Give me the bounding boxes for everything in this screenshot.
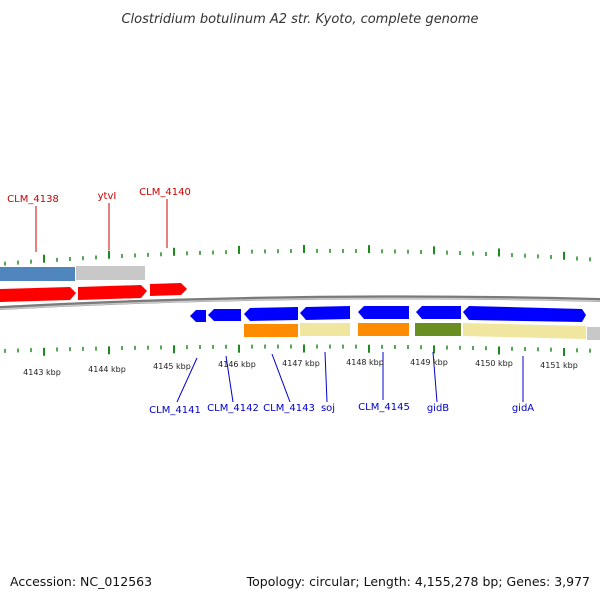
kbp-label: 4148 kbp [346,358,384,367]
kbp-label: 4150 kbp [475,359,513,368]
tick-row-bottom [4,344,591,356]
forward-cds-arrow[interactable] [150,283,187,296]
gene-label-clm4143[interactable]: CLM_4143 [263,403,315,414]
genome-backbone [0,295,600,310]
feature-bar-grey [76,266,145,280]
kbp-label: 4149 kbp [410,358,448,367]
genome-backbone-highlight [0,297,600,310]
accession-text: Accession: NC_012563 [10,574,153,589]
gene-label-gida[interactable]: gidA [512,403,534,414]
gene-leader-line [324,351,328,403]
gene-label-clm4140[interactable]: CLM_4140 [139,187,191,198]
kbp-label: 4146 kbp [218,360,256,369]
feature-bar-steelblue [0,267,75,281]
feature-bar-khaki [463,323,586,339]
gene-label-gidb[interactable]: gidB [427,403,449,414]
gene-label-clm4141[interactable]: CLM_4141 [149,405,201,416]
tick-row-top [4,244,591,266]
gene-leader-line [271,353,291,403]
forward-cds-arrow[interactable] [78,285,147,300]
kbp-label: 4144 kbp [88,365,126,374]
reverse-cds-arrow[interactable] [463,306,586,322]
kbp-scale-labels: 4143 kbp 4144 kbp 4145 kbp 4146 kbp 4147… [23,358,578,377]
gene-label-clm4145[interactable]: CLM_4145 [358,402,410,413]
gene-label-group-bottom: CLM_4141 CLM_4142 CLM_4143 soj CLM_4145 … [149,351,534,416]
reverse-cds-arrow[interactable] [358,306,409,319]
map-title: Clostridium botulinum A2 str. Kyoto, com… [121,12,478,27]
feature-bar-grey [587,327,600,340]
kbp-label: 4151 kbp [540,361,578,370]
gene-leader-line [225,355,234,403]
reverse-cds-arrow[interactable] [300,306,350,320]
reverse-cds-arrow[interactable] [208,309,241,321]
reverse-cds-arrow[interactable] [244,307,298,321]
gene-label-clm4138[interactable]: CLM_4138 [7,194,59,205]
gene-label-ytvi[interactable]: ytvI [98,191,117,202]
genome-summary-text: Topology: circular; Length: 4,155,278 bp… [246,574,590,589]
reverse-cds-arrow[interactable] [190,310,206,322]
feature-bar-olive [415,323,461,336]
feature-bar-orange [358,323,409,336]
gene-leader-line [176,357,198,403]
kbp-label: 4145 kbp [153,362,191,371]
gene-label-soj[interactable]: soj [321,403,335,414]
kbp-label: 4147 kbp [282,359,320,368]
gene-leader-line [432,351,438,403]
feature-bar-khaki [300,323,350,336]
forward-cds-arrow[interactable] [0,287,76,302]
gene-label-group-top: CLM_4138 ytvI CLM_4140 [7,187,191,252]
kbp-label: 4143 kbp [23,368,61,377]
gene-label-clm4142[interactable]: CLM_4142 [207,403,259,414]
reverse-cds-arrow[interactable] [416,306,461,319]
feature-bar-orange [244,324,298,337]
